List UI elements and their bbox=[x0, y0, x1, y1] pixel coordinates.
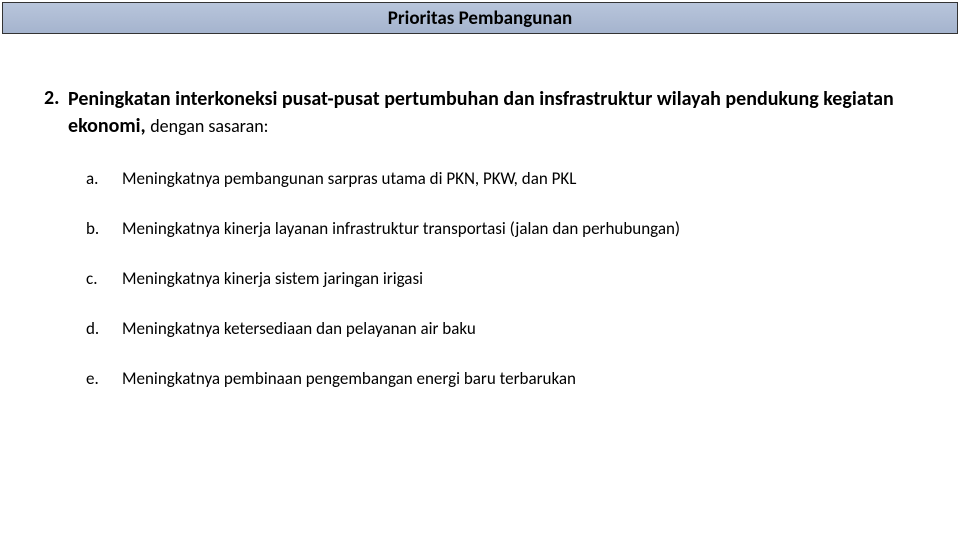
main-item-normal: dengan sasaran: bbox=[150, 115, 268, 137]
title-bar: Prioritas Pembangunan bbox=[2, 2, 958, 34]
sub-text: Meningkatnya pembangunan sarpras utama d… bbox=[122, 168, 576, 190]
list-item: c. Meningkatnya kinerja sistem jaringan … bbox=[86, 268, 920, 290]
sub-text: Meningkatnya pembinaan pengembangan ener… bbox=[122, 368, 576, 390]
main-item: 2. Peningkatan interkoneksi pusat-pusat … bbox=[40, 86, 920, 140]
sub-list: a. Meningkatnya pembangunan sarpras utam… bbox=[40, 168, 920, 390]
slide-title: Prioritas Pembangunan bbox=[388, 7, 572, 30]
sub-letter: c. bbox=[86, 268, 122, 290]
list-item: b. Meningkatnya kinerja layanan infrastr… bbox=[86, 218, 920, 240]
list-item: e. Meningkatnya pembinaan pengembangan e… bbox=[86, 368, 920, 390]
main-item-number: 2. bbox=[40, 86, 68, 140]
content-area: 2. Peningkatan interkoneksi pusat-pusat … bbox=[0, 36, 960, 438]
sub-text: Meningkatnya kinerja sistem jaringan iri… bbox=[122, 268, 423, 290]
sub-letter: d. bbox=[86, 318, 122, 340]
sub-text: Meningkatnya ketersediaan dan pelayanan … bbox=[122, 318, 476, 340]
list-item: d. Meningkatnya ketersediaan dan pelayan… bbox=[86, 318, 920, 340]
list-item: a. Meningkatnya pembangunan sarpras utam… bbox=[86, 168, 920, 190]
sub-text: Meningkatnya kinerja layanan infrastrukt… bbox=[122, 218, 680, 240]
main-item-text: Peningkatan interkoneksi pusat-pusat per… bbox=[68, 86, 920, 140]
sub-letter: e. bbox=[86, 368, 122, 390]
sub-letter: a. bbox=[86, 168, 122, 190]
sub-letter: b. bbox=[86, 218, 122, 240]
